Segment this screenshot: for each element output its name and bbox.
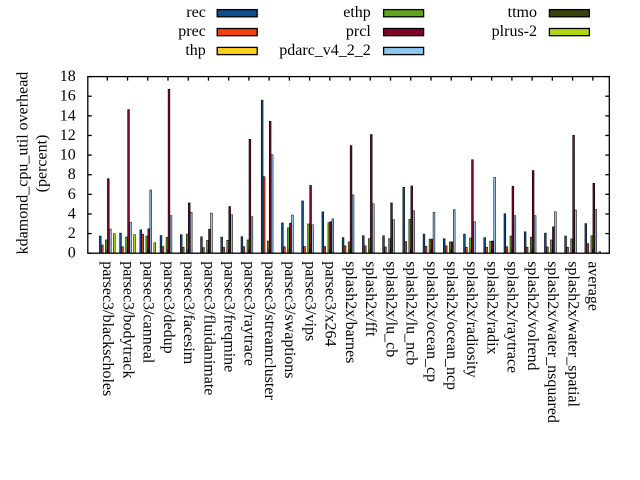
- svg-text:4: 4: [68, 205, 76, 222]
- svg-text:plrus-2: plrus-2: [492, 23, 537, 40]
- svg-text:pdarc_v4_2_2: pdarc_v4_2_2: [279, 42, 371, 59]
- svg-text:2: 2: [68, 225, 76, 242]
- svg-text:prec: prec: [178, 23, 206, 40]
- svg-text:rec: rec: [186, 4, 206, 21]
- svg-text:6: 6: [68, 186, 76, 203]
- svg-text:thp: thp: [185, 42, 205, 59]
- svg-text:ttmo: ttmo: [508, 4, 537, 21]
- svg-text:splash2x/water_spatial: splash2x/water_spatial: [564, 261, 581, 407]
- svg-text:8: 8: [68, 166, 76, 183]
- svg-text:parsec3/dedup: parsec3/dedup: [160, 261, 177, 353]
- svg-text:0: 0: [68, 245, 76, 262]
- svg-text:kdamond_cpu_util overhead: kdamond_cpu_util overhead: [14, 72, 31, 255]
- svg-text:parsec3/streamcluster: parsec3/streamcluster: [261, 261, 278, 400]
- svg-text:14: 14: [60, 107, 76, 124]
- svg-text:splash2x/ocean_cp: splash2x/ocean_cp: [423, 261, 440, 382]
- svg-text:parsec3/raytrace: parsec3/raytrace: [241, 261, 258, 366]
- svg-text:parsec3/facesim: parsec3/facesim: [180, 261, 197, 365]
- svg-text:splash2x/lu_cb: splash2x/lu_cb: [382, 261, 399, 357]
- svg-text:parsec3/x264: parsec3/x264: [322, 261, 339, 346]
- svg-text:12: 12: [60, 127, 76, 144]
- svg-text:parsec3/blackscholes: parsec3/blackscholes: [99, 261, 116, 396]
- svg-text:10: 10: [60, 147, 76, 164]
- svg-text:prcl: prcl: [346, 23, 371, 40]
- svg-text:splash2x/raytrace: splash2x/raytrace: [504, 261, 521, 373]
- svg-text:parsec3/freqmine: parsec3/freqmine: [220, 261, 237, 372]
- svg-text:splash2x/ocean_ncp: splash2x/ocean_ncp: [443, 261, 460, 390]
- svg-text:parsec3/canneal: parsec3/canneal: [140, 261, 157, 364]
- svg-text:splash2x/radix: splash2x/radix: [483, 261, 500, 354]
- svg-text:splash2x/water_nsquared: splash2x/water_nsquared: [544, 261, 561, 423]
- svg-text:parsec3/fluidanimate: parsec3/fluidanimate: [200, 261, 217, 395]
- svg-text:splash2x/volrend: splash2x/volrend: [524, 261, 541, 370]
- svg-text:splash2x/lu_ncb: splash2x/lu_ncb: [403, 261, 420, 365]
- svg-text:splash2x/radiosity: splash2x/radiosity: [463, 261, 480, 377]
- svg-text:splash2x/fft: splash2x/fft: [362, 261, 379, 337]
- svg-text:parsec3/swaptions: parsec3/swaptions: [281, 261, 298, 378]
- svg-text:ethp: ethp: [343, 4, 371, 21]
- svg-text:parsec3/vips: parsec3/vips: [301, 261, 318, 341]
- svg-text:(percent): (percent): [34, 135, 51, 193]
- svg-text:parsec3/bodytrack: parsec3/bodytrack: [119, 261, 136, 378]
- svg-text:average: average: [585, 261, 602, 311]
- svg-text:18: 18: [60, 68, 76, 85]
- svg-text:splash2x/barnes: splash2x/barnes: [342, 261, 359, 363]
- svg-text:16: 16: [60, 88, 76, 105]
